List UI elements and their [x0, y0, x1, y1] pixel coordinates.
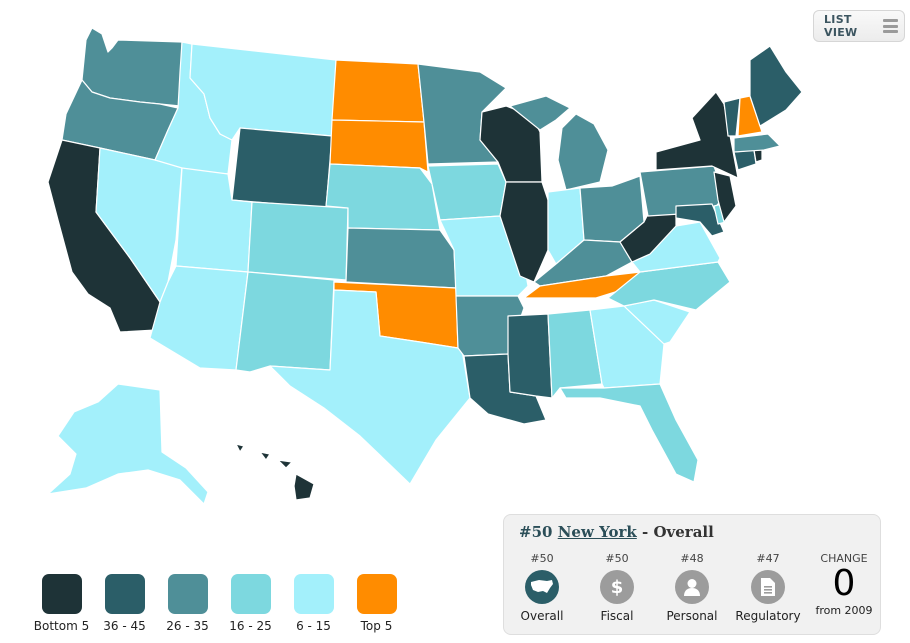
state-new-mexico[interactable] — [235, 271, 335, 373]
list-view-label: LIST VIEW — [824, 13, 858, 39]
state-alabama[interactable] — [547, 309, 603, 399]
state-new-jersey[interactable] — [713, 171, 737, 223]
metric-name: Regulatory — [735, 609, 801, 623]
legend-label: 16 - 25 — [229, 619, 272, 633]
change-from: from 2009 — [815, 604, 873, 617]
legend-item-top-5: Top 5 — [345, 574, 408, 633]
legend-swatch — [41, 574, 82, 614]
state-texas[interactable] — [269, 289, 471, 485]
legend-item-bottom-5: Bottom 5 — [30, 574, 93, 633]
metric-name: Fiscal — [600, 609, 634, 623]
metric-overall[interactable]: #50 Overall — [504, 552, 580, 623]
state-north-carolina[interactable] — [607, 261, 731, 311]
change-label: CHANGE — [820, 552, 868, 565]
hamburger-icon — [882, 19, 898, 33]
state-rhode-island[interactable] — [753, 149, 763, 163]
state-connecticut[interactable] — [733, 149, 757, 171]
legend-label: 36 - 45 — [103, 619, 146, 633]
state-kansas[interactable] — [345, 227, 457, 289]
state-maine[interactable] — [749, 45, 803, 127]
metric-rank: #48 — [680, 552, 704, 565]
usa-map-icon — [525, 570, 559, 604]
metric-name: Overall — [520, 609, 564, 623]
legend-item-26-35: 26 - 35 — [156, 574, 219, 633]
legend-label: 26 - 35 — [166, 619, 209, 633]
state-wyoming[interactable] — [231, 127, 333, 209]
metric-name: Personal — [666, 609, 718, 623]
state-north-dakota[interactable] — [331, 59, 425, 123]
state-new-hampshire[interactable] — [737, 95, 763, 137]
legend-item-16-25: 16 - 25 — [219, 574, 282, 633]
metric-regulatory[interactable]: #47 Regulatory — [730, 552, 806, 623]
state-name-link[interactable]: New York — [557, 523, 637, 541]
state-info-panel: #50 New York - Overall #50 Overall #50 $… — [503, 514, 881, 635]
legend-swatch — [356, 574, 397, 614]
metric-personal[interactable]: #48 Personal — [654, 552, 730, 623]
metric-rank: #50 — [530, 552, 554, 565]
legend-item-36-45: 36 - 45 — [93, 574, 156, 633]
legend-swatch — [104, 574, 145, 614]
legend-label: 6 - 15 — [296, 619, 331, 633]
state-iowa[interactable] — [427, 163, 507, 221]
state-vermont[interactable] — [723, 97, 741, 137]
legend-label: Top 5 — [360, 619, 393, 633]
legend-item-6-15: 6 - 15 — [282, 574, 345, 633]
state-michigan[interactable] — [509, 95, 609, 191]
legend-swatch — [293, 574, 334, 614]
legend-swatch — [167, 574, 208, 614]
state-maryland[interactable] — [675, 203, 725, 237]
state-illinois[interactable] — [499, 181, 549, 283]
change-block: CHANGE 0 from 2009 — [808, 552, 880, 617]
info-title: #50 New York - Overall — [519, 523, 714, 541]
person-icon — [675, 570, 709, 604]
list-view-button[interactable]: LIST VIEW — [813, 10, 905, 42]
state-alaska[interactable] — [47, 383, 209, 505]
change-value: 0 — [832, 563, 856, 604]
overall-rank: #50 — [519, 523, 553, 541]
state-massachusetts[interactable] — [733, 133, 781, 153]
title-suffix: - Overall — [642, 523, 714, 541]
state-south-dakota[interactable] — [329, 119, 429, 173]
state-colorado[interactable] — [247, 201, 349, 281]
document-icon — [751, 570, 785, 604]
metric-fiscal[interactable]: #50 $ Fiscal — [579, 552, 655, 623]
state-mississippi[interactable] — [507, 313, 553, 399]
legend-swatch — [230, 574, 271, 614]
metric-rank: #47 — [756, 552, 780, 565]
dollar-icon: $ — [600, 570, 634, 604]
metric-rank: #50 — [605, 552, 629, 565]
state-hawaii[interactable] — [235, 443, 315, 501]
legend: Bottom 5 36 - 45 26 - 35 16 - 25 6 - 15 … — [30, 574, 408, 633]
state-florida[interactable] — [559, 383, 699, 483]
legend-label: Bottom 5 — [33, 619, 90, 633]
